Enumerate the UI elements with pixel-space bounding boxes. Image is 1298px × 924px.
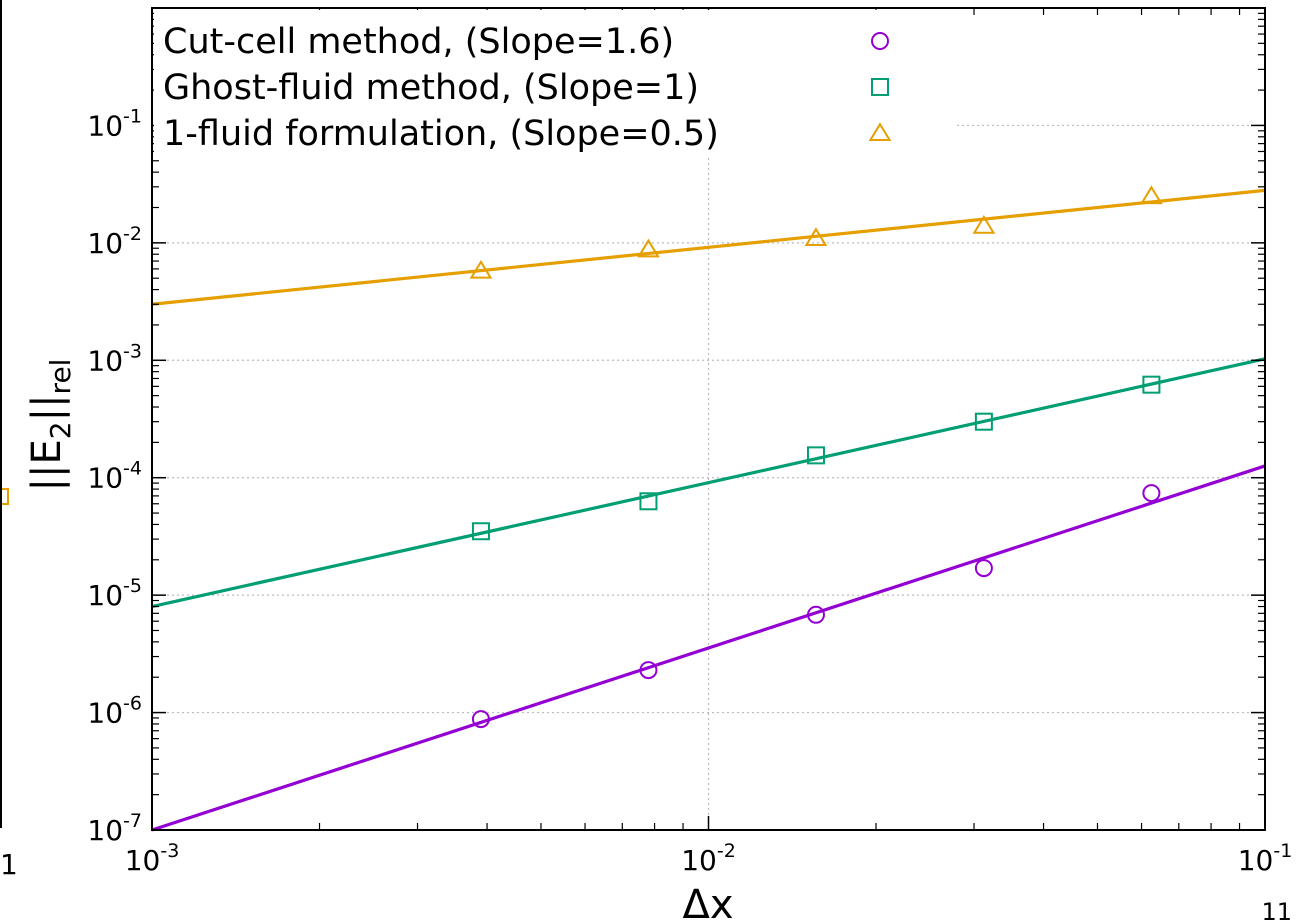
data-point-circle	[471, 710, 490, 729]
y-tick-label: 10-3	[87, 340, 142, 377]
legend-label-triangle: 1-fluid formulation, (Slope=0.5)	[163, 114, 719, 154]
fit-line-circle	[151, 464, 1266, 832]
fit-lines	[151, 188, 1266, 832]
y-tick-label: 10-4	[87, 458, 142, 495]
legend-label-square: Ghost-fluid method, (Slope=1)	[163, 68, 699, 108]
data-point-square	[471, 522, 490, 541]
x-tick-label: 10-2	[681, 840, 736, 877]
data-point-square	[1142, 375, 1161, 394]
tick-labels: 10-3 10-2 10-1 10-1 10-2 10-3 10-4 10-5 10-6 10-7	[87, 105, 1292, 877]
legend-marker-triangle	[868, 122, 892, 142]
data-point-square	[639, 492, 658, 511]
data-point-triangle	[469, 259, 493, 279]
fit-line-square	[151, 357, 1266, 609]
y-axis-title: ||E2||rel	[24, 359, 77, 492]
data-point-triangle	[972, 214, 996, 234]
data-point-square	[974, 412, 993, 431]
y-tick-label: 10-6	[87, 693, 142, 730]
data-point-square	[806, 446, 825, 465]
data-point-triangle	[637, 238, 660, 258]
page-number: 11	[1261, 898, 1292, 924]
x-axis-title: Δx	[682, 882, 733, 924]
data-point-circle	[639, 661, 658, 680]
y-tick-label: 10-5	[87, 575, 142, 612]
left-edge-tick-label: 1	[0, 848, 18, 881]
data-point-triangle	[1140, 185, 1163, 205]
data-markers	[469, 185, 1163, 729]
y-tick-label: 10-2	[87, 223, 142, 260]
x-tick-label: 10-3	[125, 840, 180, 877]
legend-background	[154, 10, 954, 158]
data-point-circle	[974, 559, 993, 578]
data-point-triangle	[804, 227, 828, 247]
legend-label-circle: Cut-cell method, (Slope=1.6)	[163, 22, 674, 62]
legend: Cut-cell method, (Slope=1.6) Ghost-fluid …	[154, 10, 954, 158]
fit-line-triangle	[151, 188, 1266, 306]
axis-ticks	[151, 8, 1266, 831]
data-point-circle	[806, 605, 825, 624]
y-tick-label: 10-1	[87, 105, 142, 142]
y-tick-label: 10-7	[87, 810, 142, 847]
legend-marker-square	[871, 78, 889, 96]
x-tick-label: 10-1	[1238, 840, 1293, 877]
legend-marker-circle	[871, 32, 889, 50]
data-point-circle	[1142, 484, 1161, 503]
